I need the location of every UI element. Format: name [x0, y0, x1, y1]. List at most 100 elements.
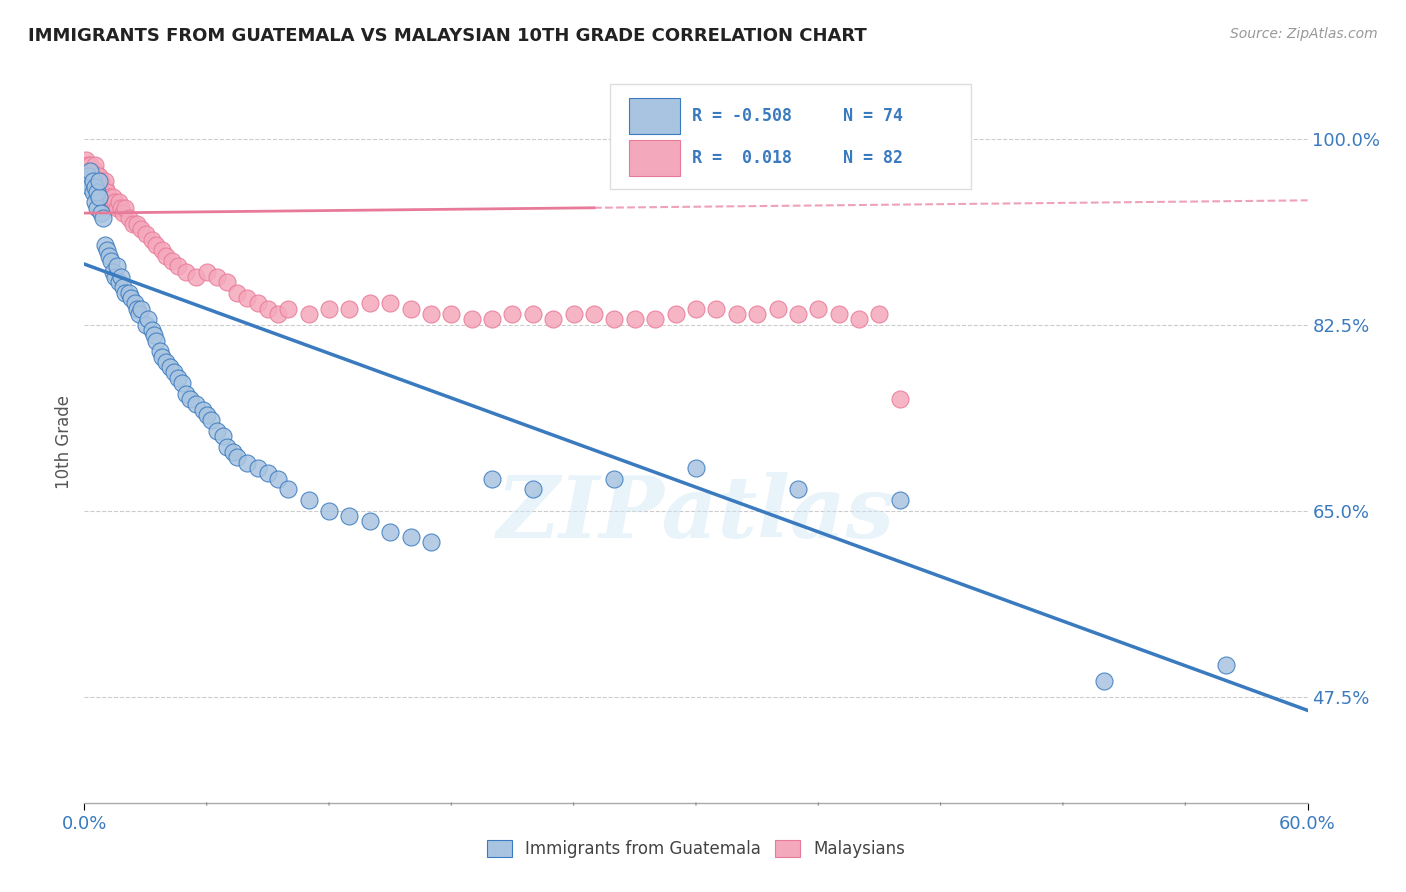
Point	[110, 201, 132, 215]
Point	[461, 312, 484, 326]
Point	[787, 307, 810, 321]
Point	[83, 158, 105, 172]
Point	[359, 296, 381, 310]
Legend: Immigrants from Guatemala, Malaysians: Immigrants from Guatemala, Malaysians	[479, 832, 912, 867]
Point	[108, 195, 131, 210]
Point	[685, 301, 707, 316]
Text: N = 82: N = 82	[842, 149, 903, 168]
Point	[685, 461, 707, 475]
Point	[77, 169, 100, 183]
Point	[86, 201, 108, 215]
Point	[186, 269, 208, 284]
Point	[104, 195, 127, 210]
Point	[122, 217, 145, 231]
Point	[96, 185, 118, 199]
Point	[205, 269, 228, 284]
Point	[267, 472, 290, 486]
Point	[200, 413, 222, 427]
Point	[91, 211, 114, 226]
Point	[127, 301, 149, 316]
Point	[97, 190, 120, 204]
Point	[75, 153, 97, 167]
Point	[318, 301, 340, 316]
Point	[79, 169, 101, 183]
Point	[150, 350, 173, 364]
Point	[87, 179, 110, 194]
Point	[112, 206, 135, 220]
Point	[869, 307, 891, 321]
Point	[277, 301, 299, 316]
Point	[159, 360, 181, 375]
Point	[83, 163, 105, 178]
Point	[174, 264, 197, 278]
Point	[87, 174, 110, 188]
Point	[186, 397, 208, 411]
Point	[93, 174, 115, 188]
Point	[90, 174, 112, 188]
Point	[522, 307, 544, 321]
Point	[93, 238, 115, 252]
Point	[420, 535, 443, 549]
Point	[141, 233, 163, 247]
Point	[848, 312, 870, 326]
Point	[127, 217, 149, 231]
FancyBboxPatch shape	[610, 84, 972, 189]
Point	[828, 307, 851, 321]
Point	[257, 301, 280, 316]
Text: ZIPatlas: ZIPatlas	[496, 472, 896, 556]
Point	[86, 185, 108, 199]
Point	[766, 301, 789, 316]
Point	[339, 301, 361, 316]
Point	[100, 253, 122, 268]
Point	[191, 402, 214, 417]
Point	[298, 493, 321, 508]
Point	[163, 366, 186, 380]
Point	[236, 456, 259, 470]
Point	[105, 259, 128, 273]
Point	[167, 259, 190, 273]
Text: R = -0.508: R = -0.508	[692, 107, 793, 126]
Point	[160, 253, 183, 268]
Point	[79, 158, 101, 172]
Point	[82, 185, 104, 199]
Point	[118, 211, 141, 226]
Point	[77, 169, 100, 183]
Point	[87, 169, 110, 183]
Point	[399, 301, 422, 316]
Point	[318, 503, 340, 517]
Point	[217, 275, 239, 289]
Point	[195, 264, 218, 278]
Point	[195, 408, 218, 422]
Point	[82, 174, 104, 188]
Point	[86, 174, 108, 188]
Point	[128, 307, 150, 321]
Point	[440, 307, 463, 321]
Point	[380, 296, 402, 310]
Point	[603, 472, 626, 486]
Point	[142, 328, 165, 343]
Point	[93, 179, 115, 194]
Point	[114, 201, 136, 215]
Point	[172, 376, 194, 390]
Point	[90, 179, 112, 194]
Point	[120, 291, 142, 305]
Point	[481, 472, 503, 486]
Point	[75, 163, 97, 178]
Point	[298, 307, 321, 321]
Point	[86, 169, 108, 183]
Point	[82, 174, 104, 188]
Point	[246, 296, 269, 310]
Point	[79, 163, 101, 178]
Point	[101, 264, 124, 278]
Point	[205, 424, 228, 438]
Point	[665, 307, 688, 321]
Point	[114, 285, 136, 300]
Point	[1215, 657, 1237, 672]
Point	[79, 179, 101, 194]
Point	[77, 158, 100, 172]
Point	[110, 269, 132, 284]
Point	[105, 201, 128, 215]
FancyBboxPatch shape	[628, 140, 681, 177]
Point	[124, 296, 146, 310]
Point	[131, 222, 153, 236]
